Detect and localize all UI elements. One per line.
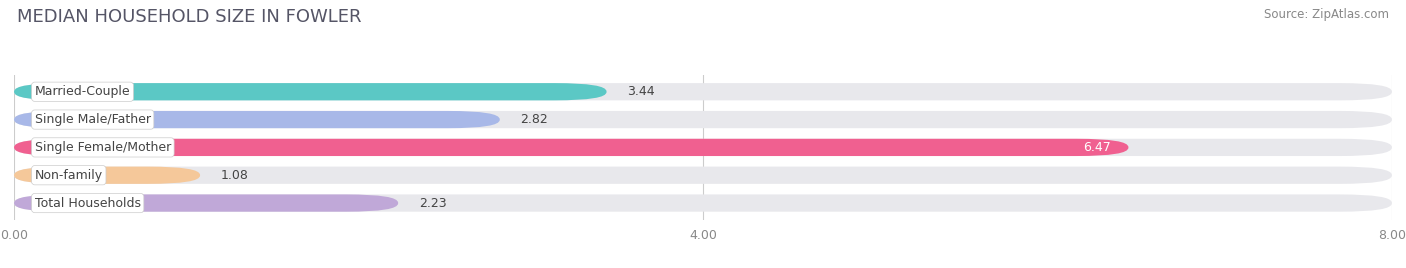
Text: 6.47: 6.47 (1084, 141, 1111, 154)
FancyBboxPatch shape (14, 195, 1392, 212)
Text: MEDIAN HOUSEHOLD SIZE IN FOWLER: MEDIAN HOUSEHOLD SIZE IN FOWLER (17, 8, 361, 26)
Text: 2.23: 2.23 (419, 196, 447, 210)
FancyBboxPatch shape (14, 83, 1392, 100)
FancyBboxPatch shape (14, 83, 606, 100)
FancyBboxPatch shape (14, 167, 1392, 184)
FancyBboxPatch shape (14, 111, 499, 128)
Text: Married-Couple: Married-Couple (35, 85, 131, 98)
Text: Single Male/Father: Single Male/Father (35, 113, 150, 126)
FancyBboxPatch shape (14, 167, 200, 184)
Text: Non-family: Non-family (35, 169, 103, 182)
FancyBboxPatch shape (14, 111, 1392, 128)
Text: 1.08: 1.08 (221, 169, 249, 182)
FancyBboxPatch shape (14, 139, 1129, 156)
FancyBboxPatch shape (14, 139, 1392, 156)
FancyBboxPatch shape (14, 195, 398, 212)
Text: Total Households: Total Households (35, 196, 141, 210)
Text: 2.82: 2.82 (520, 113, 548, 126)
Text: Single Female/Mother: Single Female/Mother (35, 141, 172, 154)
Text: Source: ZipAtlas.com: Source: ZipAtlas.com (1264, 8, 1389, 21)
Text: 3.44: 3.44 (627, 85, 655, 98)
